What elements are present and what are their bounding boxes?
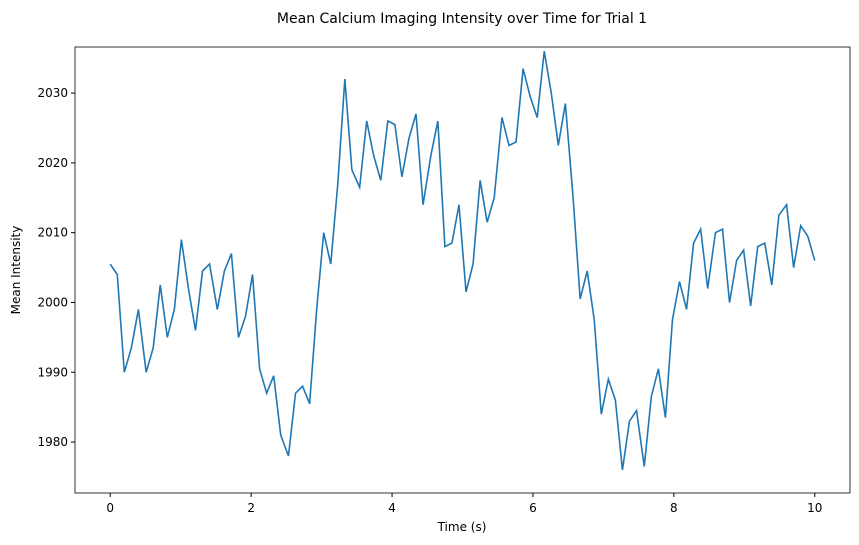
x-tick-label: 6: [529, 501, 537, 515]
x-tick-label: 10: [807, 501, 822, 515]
y-tick-label: 2020: [37, 156, 68, 170]
y-tick-label: 2030: [37, 86, 68, 100]
x-tick-label: 2: [247, 501, 255, 515]
x-tick-label: 0: [106, 501, 114, 515]
y-tick-label: 1990: [37, 365, 68, 379]
x-tick-label: 4: [388, 501, 396, 515]
y-tick-label: 2010: [37, 226, 68, 240]
y-tick-label: 2000: [37, 295, 68, 309]
chart-title: Mean Calcium Imaging Intensity over Time…: [277, 11, 647, 27]
x-axis-label: Time (s): [437, 520, 487, 534]
plot-frame: [74, 46, 851, 494]
y-axis-label: Mean Intensity: [9, 226, 23, 315]
y-tick-label: 1980: [37, 435, 68, 449]
x-tick-label: 8: [670, 501, 678, 515]
data-line: [109, 51, 816, 471]
